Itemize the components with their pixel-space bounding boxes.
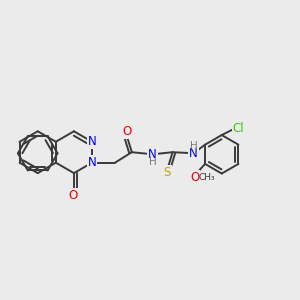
Text: O: O — [122, 125, 131, 138]
Text: O: O — [68, 189, 77, 202]
Text: S: S — [164, 166, 171, 179]
Text: CH₃: CH₃ — [198, 173, 215, 182]
Text: O: O — [190, 171, 199, 184]
Text: H: H — [149, 157, 157, 167]
Text: H: H — [190, 140, 197, 151]
Text: N: N — [88, 156, 96, 169]
Text: N: N — [88, 135, 96, 148]
Text: N: N — [148, 148, 157, 161]
Text: N: N — [189, 147, 198, 160]
Text: Cl: Cl — [233, 122, 244, 135]
